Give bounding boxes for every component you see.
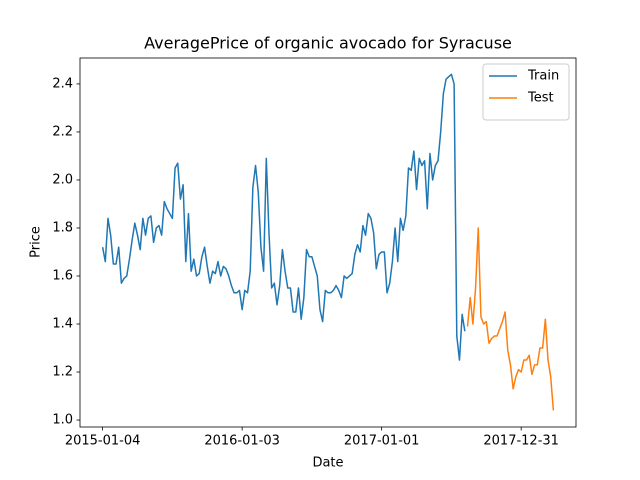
x-tick-label: 2016-01-03: [204, 434, 280, 449]
y-axis-label: Price: [29, 226, 44, 258]
y-tick-label: 2.2: [52, 124, 73, 139]
series-line: [101, 73, 466, 361]
x-tick-label: 2017-12-31: [483, 434, 559, 449]
legend-label: Train: [527, 69, 559, 84]
series-line: [466, 227, 555, 411]
axes-frame: [79, 57, 577, 428]
y-tick-label: 2.0: [52, 172, 73, 187]
y-tick-label: 1.0: [52, 413, 73, 428]
x-tick-label: 2015-01-04: [65, 434, 141, 449]
legend-label: Test: [527, 91, 554, 106]
chart-title: AveragePrice of organic avocado for Syra…: [144, 34, 512, 53]
legend-box: [482, 63, 570, 121]
x-axis-label: Date: [312, 456, 343, 471]
y-tick-label: 1.4: [52, 317, 73, 332]
y-tick-label: 1.8: [52, 220, 73, 235]
y-tick-label: 2.4: [52, 76, 73, 91]
x-tick-label: 2017-01-01: [344, 434, 420, 449]
y-tick-label: 1.2: [52, 365, 73, 380]
y-tick-label: 1.6: [52, 268, 73, 283]
